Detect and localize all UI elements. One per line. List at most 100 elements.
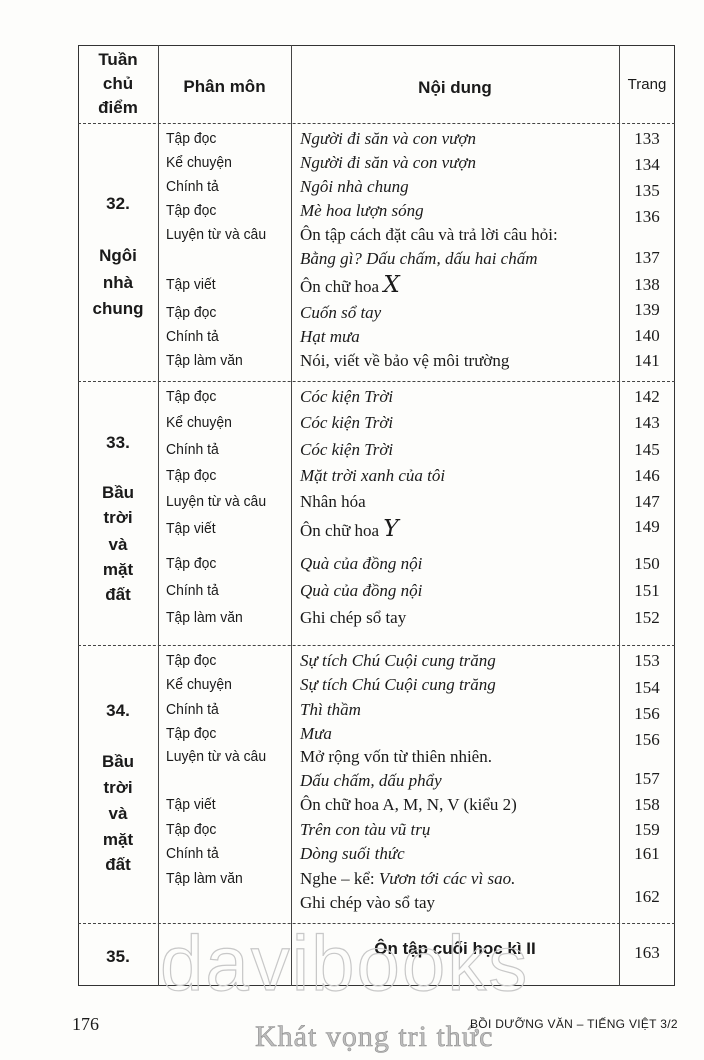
subject-cell: Chính tả: [166, 441, 219, 458]
subject-cell: Kể chuyện: [166, 676, 232, 693]
content-text: Người đi săn và con vượn: [300, 153, 476, 172]
page-number-cell: 163: [634, 943, 660, 962]
content-text: Vươn tới các vì sao.: [378, 869, 516, 888]
content-text: Mè hoa lượn sóng: [300, 201, 424, 220]
content-text: Cóc kiện Trời: [300, 387, 394, 406]
content-text: Hạt mưa: [300, 327, 360, 346]
watermark-slogan: Khát vọng tri thức: [255, 1020, 494, 1054]
table-of-contents: [78, 45, 675, 986]
subject-cell: Tập đọc: [166, 555, 217, 572]
page-number-cell: 159: [634, 820, 660, 839]
page-number-cell: 145: [634, 440, 660, 459]
row-divider: [78, 645, 675, 646]
content-text: Mưa: [300, 724, 332, 743]
page-number-cell: 154: [634, 678, 660, 697]
page-number-cell: 137: [634, 248, 660, 267]
subject-cell: Luyện từ và câu: [166, 748, 267, 765]
content-cell: Mở rộng vốn từ thiên nhiên.: [300, 747, 492, 767]
content-cell: Cóc kiện Trời: [300, 387, 393, 407]
page-number: 176: [72, 1014, 99, 1034]
content-text: Người đi săn và con vượn: [300, 129, 476, 148]
page-number-cell: 135: [634, 181, 660, 200]
content-cell: Nói, viết về bảo vệ môi trường: [300, 351, 509, 371]
week-label: Bầu: [101, 483, 135, 502]
content-text: Sự tích Chú Cuội cung trăng: [300, 651, 496, 670]
watermark-brand: davibooks: [159, 918, 530, 1007]
subject-cell: Chính tả: [166, 178, 219, 195]
content-cell: Quà của đồng nội: [300, 554, 422, 574]
content-text: Nghe – kể:: [300, 869, 379, 888]
content-cell: Dấu chấm, dấu phẩy: [300, 771, 442, 791]
subject-cell: Luyện từ và câu: [166, 493, 267, 510]
content-text: Dấu chấm, dấu phẩy: [300, 771, 442, 790]
subject-cell: Tập làm văn: [166, 609, 243, 626]
header-week-line: Tuần: [98, 50, 138, 69]
week-label: mặt: [102, 560, 134, 579]
week-label: Ngôi: [99, 246, 137, 265]
content-cell: Cóc kiện Trời: [300, 413, 393, 433]
subject-cell: Tập viết: [166, 276, 216, 293]
cursive-letter: Y: [383, 516, 399, 542]
week-label: và: [108, 804, 128, 823]
page-number-cell: 158: [634, 795, 660, 814]
page-number-cell: 162: [634, 887, 660, 906]
content-text: Mặt trời xanh của tôi: [300, 466, 446, 485]
row-divider: [78, 123, 675, 124]
content-text: Nhân hóa: [300, 492, 366, 511]
content-cell: Mè hoa lượn sóng: [300, 201, 424, 221]
subject-cell: Tập đọc: [166, 652, 217, 669]
page-number-cell: 133: [634, 129, 660, 148]
content-text: Quà của đồng nội: [300, 554, 423, 573]
content-cell: Ngôi nhà chung: [300, 177, 409, 197]
column-divider: [158, 45, 159, 986]
page-number-cell: 143: [634, 413, 660, 432]
page-number-cell: 153: [634, 651, 660, 670]
page-number-cell: 156: [634, 704, 660, 723]
content-cell: Thì thầm: [300, 700, 361, 720]
week-label: 34.: [106, 701, 130, 720]
content-cell: Sự tích Chú Cuội cung trăng: [300, 675, 496, 695]
content-cell: Mặt trời xanh của tôi: [300, 466, 445, 486]
page-number-cell: 152: [634, 608, 660, 627]
content-text: Cóc kiện Trời: [300, 440, 394, 459]
page-number-cell: 157: [634, 769, 660, 788]
page-number-cell: 151: [634, 581, 660, 600]
page-number-cell: 141: [634, 351, 660, 370]
subject-cell: Tập đọc: [166, 725, 217, 742]
subject-cell: Tập đọc: [166, 388, 217, 405]
page-number-cell: 142: [634, 387, 660, 406]
week-label: Bầu: [101, 752, 135, 771]
content-cell: Hạt mưa: [300, 327, 360, 347]
content-cell: Trên con tàu vũ trụ: [300, 820, 430, 840]
content-text: Ghi chép vào sổ tay: [300, 893, 436, 912]
week-label: 33.: [106, 433, 130, 452]
content-text: Quà của đồng nội: [300, 581, 423, 600]
subject-cell: Tập làm văn: [166, 352, 243, 369]
content-cell: Cuốn sổ tay: [300, 303, 381, 323]
week-label: trời: [103, 508, 133, 527]
week-label: đất: [105, 855, 131, 874]
subject-cell: Chính tả: [166, 582, 219, 599]
column-divider: [619, 45, 620, 986]
week-label: trời: [103, 778, 133, 797]
page-number-cell: 147: [634, 492, 660, 511]
content-cell: Nhân hóa: [300, 492, 366, 512]
header-content: Nội dung: [418, 78, 492, 97]
subject-cell: Tập đọc: [166, 304, 217, 321]
week-label: mặt: [102, 830, 134, 849]
subject-cell: Tập đọc: [166, 467, 217, 484]
page-number-cell: 138: [634, 275, 660, 294]
page-number-cell: 139: [634, 300, 660, 319]
subject-cell: Chính tả: [166, 328, 219, 345]
page-number-cell: 161: [634, 844, 660, 863]
content-cell: Người đi săn và con vượn: [300, 153, 476, 173]
content-text: Mở rộng vốn từ thiên nhiên.: [300, 747, 492, 766]
content-cell: Ôn chữ hoa Y: [300, 516, 399, 542]
content-text: Cóc kiện Trời: [300, 413, 394, 432]
subject-cell: Kể chuyện: [166, 154, 232, 171]
page-number-cell: 156: [634, 730, 660, 749]
subject-cell: Tập đọc: [166, 130, 217, 147]
week-label: chung: [92, 299, 144, 318]
content-text: Ôn chữ hoa A, M, N, V (kiểu 2): [300, 795, 517, 814]
column-divider: [291, 45, 292, 986]
